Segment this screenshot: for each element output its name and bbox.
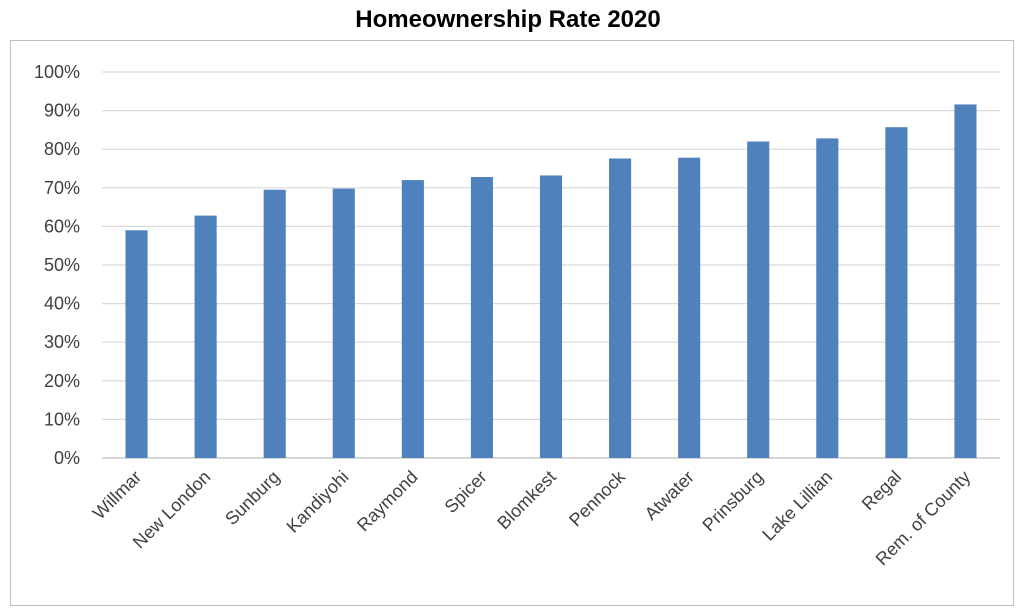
y-tick-label: 50% bbox=[44, 255, 80, 275]
y-tick-label: 30% bbox=[44, 332, 80, 352]
y-tick-label: 80% bbox=[44, 139, 80, 159]
bar bbox=[470, 176, 493, 458]
bar bbox=[332, 188, 355, 458]
bar bbox=[816, 138, 839, 458]
x-tick-label: Atwater bbox=[641, 467, 698, 524]
x-tick-label: Blomkest bbox=[493, 467, 559, 533]
y-tick-label: 90% bbox=[44, 101, 80, 121]
bar bbox=[747, 141, 770, 459]
y-tick-label: 0% bbox=[54, 448, 80, 468]
y-tick-label: 10% bbox=[44, 409, 80, 429]
bar bbox=[678, 157, 701, 458]
y-tick-label: 20% bbox=[44, 371, 80, 391]
x-tick-label: Sunburg bbox=[221, 467, 283, 529]
x-tick-label: Regal bbox=[858, 467, 905, 514]
bar bbox=[263, 189, 286, 459]
bar bbox=[194, 215, 217, 458]
x-tick-label: Prinsburg bbox=[698, 467, 767, 536]
bar bbox=[609, 158, 632, 459]
y-tick-label: 40% bbox=[44, 294, 80, 314]
y-tick-label: 60% bbox=[44, 216, 80, 236]
y-tick-label: 100% bbox=[34, 62, 80, 82]
x-tick-label: Lake Lillian bbox=[758, 467, 836, 545]
bar bbox=[885, 127, 908, 458]
x-tick-label: Kandiyohi bbox=[283, 467, 353, 537]
chart-frame bbox=[10, 40, 1014, 606]
x-tick-label: Raymond bbox=[353, 467, 422, 536]
bar bbox=[539, 175, 563, 458]
bar bbox=[954, 104, 977, 458]
x-tick-label: Willmar bbox=[89, 467, 146, 524]
chart-title: Homeownership Rate 2020 bbox=[355, 6, 661, 33]
bar bbox=[125, 230, 148, 458]
y-tick-label: 70% bbox=[44, 178, 80, 198]
bar bbox=[401, 180, 424, 458]
x-tick-label: Pennock bbox=[565, 466, 629, 530]
x-tick-label: Spicer bbox=[441, 467, 491, 517]
